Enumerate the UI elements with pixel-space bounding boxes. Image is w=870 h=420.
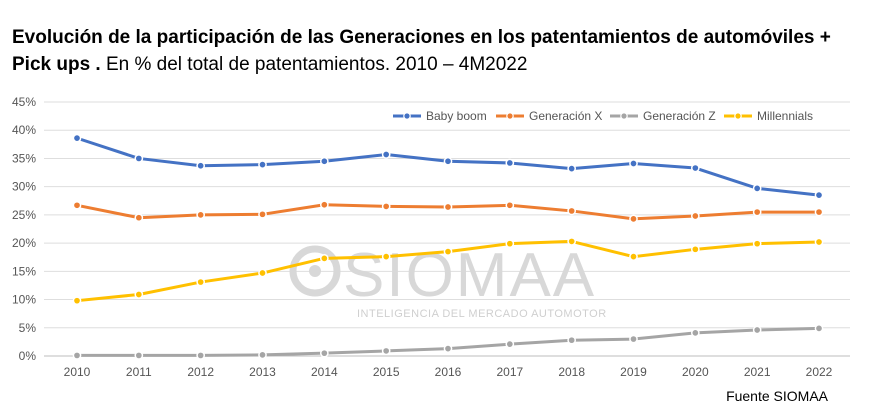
data-point-millennials (258, 268, 267, 278)
x-tick-label: 2016 (435, 365, 462, 379)
x-tick-label: 2011 (126, 365, 152, 379)
data-point-generaci-n-x (258, 209, 267, 219)
data-point-baby-boom (72, 133, 82, 143)
legend-label-generaci-n-x: Generación X (529, 109, 602, 123)
data-point-generaci-n-z (629, 334, 638, 344)
source-note: Fuente SIOMAA (726, 388, 828, 404)
y-tick-label: 45% (12, 95, 36, 109)
y-axis-ticks: 0% 5% 10% 15% 20% 25% 30% 35% 40% 45% (12, 95, 36, 363)
x-tick-label: 2013 (249, 365, 276, 379)
watermark-tagline: INTELIGENCIA DEL MERCADO AUTOMOTOR (357, 308, 607, 320)
data-point-generaci-n-z (72, 351, 82, 360)
x-tick-label: 2021 (744, 365, 771, 379)
data-point-millennials (72, 296, 82, 306)
x-tick-label: 2018 (558, 365, 585, 379)
legend-marker-generaci-n-z (620, 112, 628, 120)
legend-marker-baby-boom (403, 112, 411, 120)
y-tick-label: 5% (19, 321, 37, 335)
x-tick-label: 2020 (682, 365, 709, 379)
data-point-millennials (196, 277, 206, 287)
data-point-generaci-n-z (443, 344, 453, 354)
data-point-generaci-n-z (567, 335, 577, 345)
data-point-baby-boom (752, 184, 762, 193)
x-axis-ticks: 2010 2011 2012 2013 2014 2015 2016 2017 2018 2019… (64, 365, 833, 379)
x-tick-label: 2017 (496, 365, 523, 379)
x-tick-label: 2014 (311, 365, 338, 379)
data-point-baby-boom (196, 161, 206, 171)
data-point-generaci-n-z (196, 351, 206, 360)
x-tick-label: 2022 (806, 365, 833, 379)
y-tick-label: 20% (12, 236, 36, 250)
data-point-generaci-n-x (752, 207, 762, 217)
chart-subtitle: En % del total de patentamientos. 2010 –… (105, 54, 528, 75)
data-point-millennials (629, 252, 638, 262)
data-point-generaci-n-x (72, 200, 82, 210)
data-point-millennials (505, 239, 515, 249)
data-point-millennials (381, 252, 391, 262)
data-point-generaci-n-x (567, 206, 577, 216)
data-point-generaci-n-x (196, 210, 206, 220)
data-point-generaci-n-z (752, 325, 762, 335)
data-point-generaci-n-x (381, 202, 391, 211)
data-point-generaci-n-x (505, 200, 515, 210)
legend-marker-generaci-n-x (506, 112, 514, 120)
data-point-baby-boom (319, 156, 329, 166)
x-tick-label: 2010 (64, 365, 91, 379)
data-point-millennials (443, 247, 453, 256)
data-point-millennials (690, 244, 700, 254)
data-point-baby-boom (258, 160, 267, 170)
data-point-baby-boom (814, 190, 824, 200)
data-point-baby-boom (381, 150, 391, 159)
data-point-baby-boom (567, 164, 577, 173)
data-point-baby-boom (134, 154, 144, 163)
y-tick-label: 0% (19, 349, 37, 363)
legend-label-millennials: Millennials (757, 109, 813, 123)
data-point-baby-boom (443, 156, 453, 166)
data-point-generaci-n-z (505, 339, 515, 349)
data-point-generaci-n-z (381, 346, 391, 356)
x-tick-label: 2019 (620, 365, 647, 379)
data-point-generaci-n-z (134, 351, 144, 360)
data-point-generaci-n-x (814, 207, 824, 217)
chart-title: Evolución de la participación de las Gen… (12, 24, 862, 78)
series-lines (72, 133, 824, 360)
data-point-millennials (134, 290, 144, 299)
data-point-generaci-n-x (443, 202, 453, 212)
y-tick-label: 10% (12, 293, 36, 307)
legend-label-baby-boom: Baby boom (426, 109, 487, 123)
legend: Baby boom Generación X Generación Z Millenn… (393, 109, 813, 123)
siomaa-watermark: SIOMAA INTELIGENCIA DEL MERCADO AUTOMOTO… (289, 241, 607, 320)
data-point-generaci-n-z (258, 350, 267, 360)
y-tick-label: 30% (12, 180, 36, 194)
data-point-millennials (752, 239, 762, 249)
data-point-generaci-n-x (134, 213, 144, 223)
y-tick-label: 35% (12, 151, 36, 165)
x-tick-label: 2015 (373, 365, 400, 379)
chart-title-main: Evolución de la participación de las Gen… (12, 27, 831, 75)
data-point-generaci-n-x (629, 214, 638, 224)
data-point-millennials (567, 237, 577, 246)
data-point-baby-boom (690, 163, 700, 173)
data-point-generaci-n-x (690, 211, 700, 221)
y-tick-label: 40% (12, 123, 36, 137)
watermark-brand: SIOMAA (343, 241, 596, 310)
data-point-generaci-n-z (690, 328, 700, 338)
data-point-baby-boom (629, 159, 638, 168)
data-point-generaci-n-x (319, 200, 329, 210)
y-tick-label: 25% (12, 208, 36, 222)
y-tick-label: 15% (12, 264, 36, 278)
data-point-generaci-n-z (319, 348, 329, 358)
data-point-millennials (814, 237, 824, 247)
data-point-generaci-n-z (814, 323, 824, 333)
x-tick-label: 2012 (187, 365, 214, 379)
data-point-baby-boom (505, 158, 515, 168)
data-point-millennials (319, 254, 329, 263)
legend-label-generaci-n-z: Generación Z (643, 109, 716, 123)
legend-marker-millennials (734, 112, 742, 120)
